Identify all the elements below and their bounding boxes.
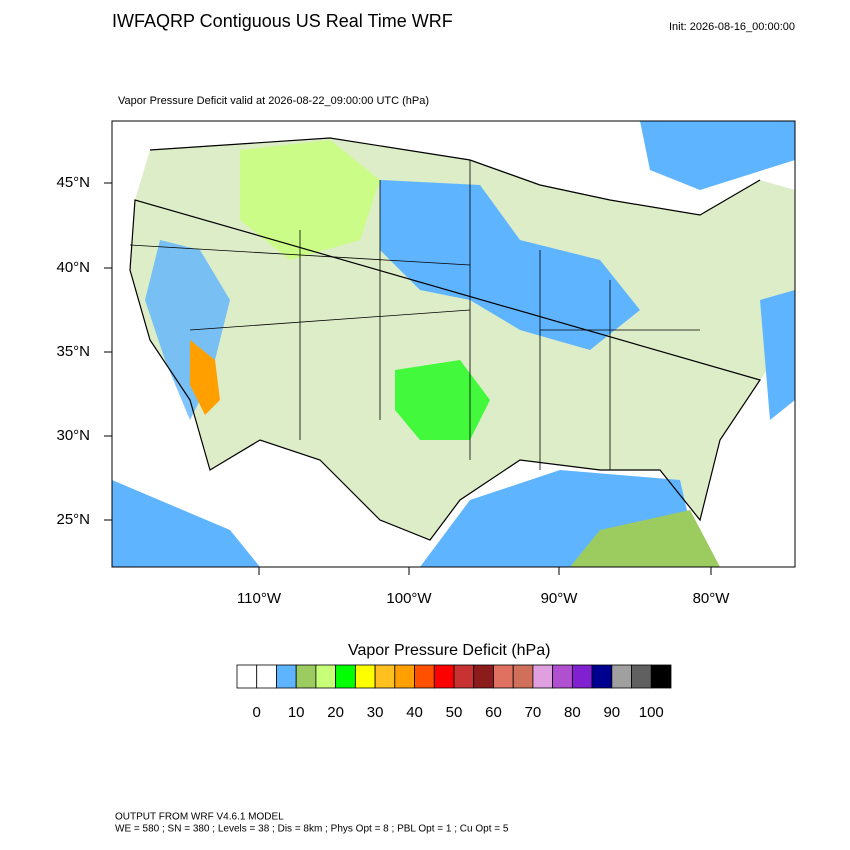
borders (129, 137, 761, 541)
map-frame (111, 120, 796, 568)
colorbar-box (571, 664, 593, 689)
colorbar-box (433, 664, 455, 689)
colorbar-box (394, 664, 415, 689)
colorbar-box (414, 664, 435, 689)
lon-label: 110°W (237, 590, 282, 607)
lon-label: 90°W (541, 590, 579, 607)
colorbar-box (354, 664, 376, 689)
colorbar-box (256, 664, 277, 689)
colorbar-label: 0 (253, 704, 261, 721)
colorbar-box (473, 664, 494, 689)
colorbar-label: 40 (406, 704, 423, 721)
colorbar-box (532, 664, 554, 689)
humid-region (380, 180, 640, 350)
colorbar-label: 20 (327, 704, 344, 721)
subtitle: Vapor Pressure Deficit valid at 2026-08-… (118, 95, 429, 107)
colorbar-label: 70 (525, 704, 542, 721)
map-panel (111, 120, 796, 568)
mountain-dry (240, 140, 380, 260)
lon-label: 80°W (693, 590, 731, 607)
lat-label: 35°N (56, 343, 90, 360)
title: IWFAQRP Contiguous US Real Time WRF (112, 11, 453, 31)
footer-line: WE = 580 ; SN = 380 ; Levels = 38 ; Dis … (115, 824, 509, 835)
colorbar-label: 100 (639, 704, 664, 721)
pacific (112, 480, 260, 567)
colorbar-label: 60 (485, 704, 502, 721)
colorbar-box (236, 664, 258, 689)
colorbar-label: 10 (288, 704, 305, 721)
colorbar-box (276, 664, 297, 689)
caribbean (570, 510, 720, 567)
lat-label: 40°N (56, 259, 90, 276)
plains-dry (395, 360, 490, 440)
colorbar-box (650, 664, 672, 689)
colorbar-box (295, 664, 317, 689)
colorbar-box (552, 664, 573, 689)
init-time: Init: 2026-08-16_00:00:00 (669, 21, 795, 33)
colorbar-label: 50 (446, 704, 463, 721)
lat-label: 25°N (56, 511, 90, 528)
colorbar-box (611, 664, 632, 689)
lat-label: 45°N (56, 174, 90, 191)
colorbar-box (315, 664, 337, 689)
colorbar-box (335, 664, 356, 689)
colorbar-box (512, 664, 534, 689)
colorbar-label: 90 (603, 704, 620, 721)
canada-east (640, 121, 795, 190)
lon-label: 100°W (386, 590, 432, 607)
colorbar-title: Vapor Pressure Deficit (hPa) (348, 642, 550, 659)
atlantic (760, 290, 795, 420)
footer-line: OUTPUT FROM WRF V4.6.1 MODEL (115, 812, 284, 823)
colorbar-box (453, 664, 475, 689)
colorbar-box (493, 664, 514, 689)
lat-label: 30°N (56, 427, 90, 444)
colorbar-box (591, 664, 613, 689)
colorbar-box (631, 664, 652, 689)
desert-hot (190, 340, 220, 415)
colorbar-box (374, 664, 396, 689)
colorbar-label: 80 (564, 704, 581, 721)
colorbar-label: 30 (367, 704, 384, 721)
state-lines (129, 160, 700, 470)
